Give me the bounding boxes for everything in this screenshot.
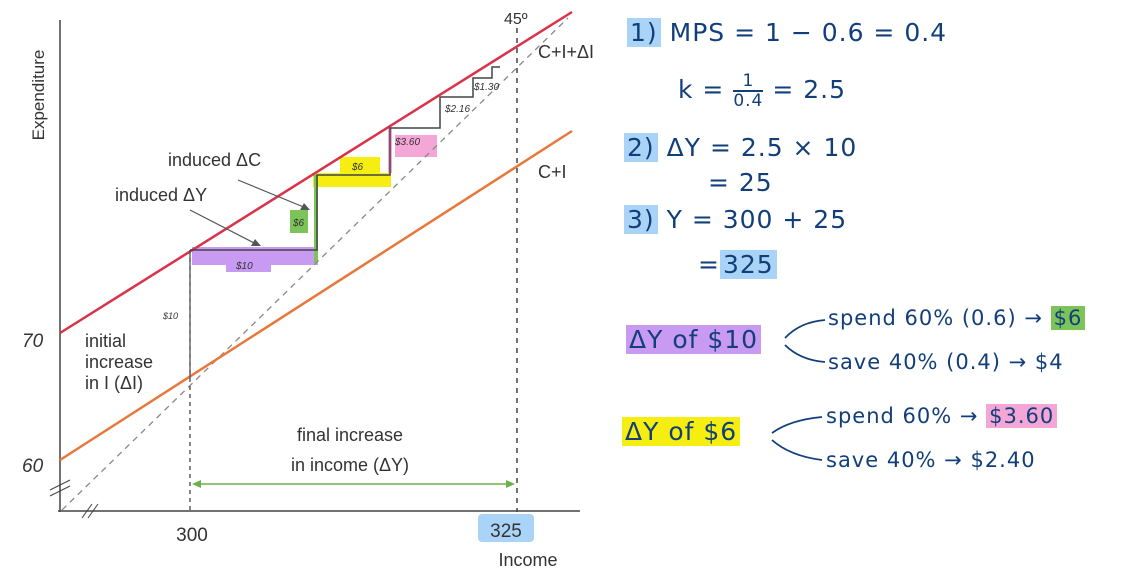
equals-sign: = — [698, 250, 720, 279]
mps-calculation: MPS = 1 − 0.6 = 0.4 — [669, 18, 948, 47]
delta-y-calculation: ΔY = 2.5 × 10 — [666, 133, 858, 162]
highlight-step-6-v-label — [290, 210, 308, 233]
45-degree-line — [61, 17, 569, 511]
note-arrow-spend1 — [784, 319, 826, 339]
induced-c-label: induced ΔC — [168, 150, 261, 170]
step-label: $2.16 — [444, 104, 470, 115]
initial-label-3: in I (ΔI) — [85, 373, 143, 393]
highlight-step-10 — [192, 247, 318, 265]
initial-label-1: initial — [85, 331, 126, 351]
step-label: $10 — [235, 261, 253, 272]
arrow-head-left — [192, 480, 201, 488]
y-tick-60: 60 — [22, 456, 44, 477]
step-label: $3.60 — [394, 137, 420, 148]
highlight-step-10-label — [226, 258, 271, 272]
step-label: $1.30 — [473, 82, 499, 93]
note-spend1: spend 60% (0.6) → $6 — [828, 306, 1086, 330]
multiplier-steps — [190, 66, 500, 251]
spend-value: $6 — [1050, 306, 1086, 330]
step-number: 2) — [624, 133, 658, 162]
c-plus-i-plus-delta-i-line — [59, 10, 573, 335]
highlight-step-6-label — [340, 157, 380, 175]
note-2: 2) ΔY = 2.5 × 10 — [624, 133, 857, 162]
step-label: $6 — [351, 162, 364, 173]
arrow-head — [251, 239, 261, 246]
k-label: k = — [678, 75, 725, 104]
arrow-head-right — [506, 480, 515, 488]
highlight-step-6-v — [314, 175, 318, 263]
arrow-head — [300, 203, 310, 210]
note-arrow-spend2 — [771, 416, 823, 434]
lower-line-label: C+I — [538, 162, 567, 182]
note-dy10: ΔY of $10 — [626, 325, 762, 354]
step-number: 3) — [624, 205, 658, 234]
y-tick-70: 70 — [22, 331, 44, 352]
axis-break-mark — [49, 479, 71, 491]
note-3-result: = 325 — [698, 250, 777, 279]
k-denominator: 0.4 — [733, 91, 764, 111]
highlight-step-360 — [395, 135, 437, 157]
delta-y-6: ΔY of $6 — [622, 417, 741, 446]
note-3: 3) Y = 300 + 25 — [624, 205, 847, 234]
note-1: 1) MPS = 1 − 0.6 = 0.4 — [627, 18, 947, 47]
note-save1: save 40% (0.4) → $4 — [828, 350, 1064, 374]
delta-y-result: = 25 — [708, 168, 773, 197]
note-dy6: ΔY of $6 — [622, 417, 741, 446]
note-k: k = 1 0.4 = 2.5 — [678, 72, 846, 110]
highlight-325 — [478, 514, 534, 542]
y-calculation: Y = 300 + 25 — [666, 205, 848, 234]
axis-break-mark — [87, 503, 99, 519]
c-plus-i-line — [59, 129, 573, 462]
induced-c-arrow — [237, 179, 307, 209]
angle-label: 45º — [504, 11, 528, 28]
note-save2: save 40% → $2.40 — [826, 448, 1036, 472]
spend-text: spend 60% (0.6) → — [828, 306, 1043, 330]
x-tick-325: 325 — [490, 521, 522, 542]
induced-y-label: induced ΔY — [115, 185, 207, 205]
initial-amount: $10 — [162, 311, 178, 321]
delta-y-10: ΔY of $10 — [626, 325, 762, 354]
axis-break-mark — [81, 503, 93, 519]
step-label: $6 — [292, 218, 305, 229]
note-spend2: spend 60% → $3.60 — [826, 404, 1058, 428]
y-axis-label: Expenditure — [29, 50, 48, 141]
upper-line-label: C+I+ΔI — [538, 42, 594, 62]
initial-label-2: increase — [85, 352, 153, 372]
final-label-1: final increase — [297, 425, 403, 445]
note-arrow-save2 — [771, 439, 823, 461]
spend-text: spend 60% → — [826, 404, 979, 428]
x-tick-300: 300 — [176, 525, 208, 546]
x-axis-label: Income — [498, 550, 557, 570]
induced-y-arrow — [189, 209, 257, 245]
y-result: 325 — [719, 250, 777, 279]
final-label-2: in income (ΔY) — [291, 455, 409, 475]
note-arrow-save1 — [784, 344, 826, 363]
axis-break-mark — [49, 485, 71, 497]
step-number: 1) — [627, 18, 661, 47]
k-result: = 2.5 — [772, 75, 846, 104]
highlight-step-6-h — [313, 173, 391, 187]
spend-value: $3.60 — [986, 404, 1058, 428]
k-numerator: 1 — [733, 72, 764, 92]
